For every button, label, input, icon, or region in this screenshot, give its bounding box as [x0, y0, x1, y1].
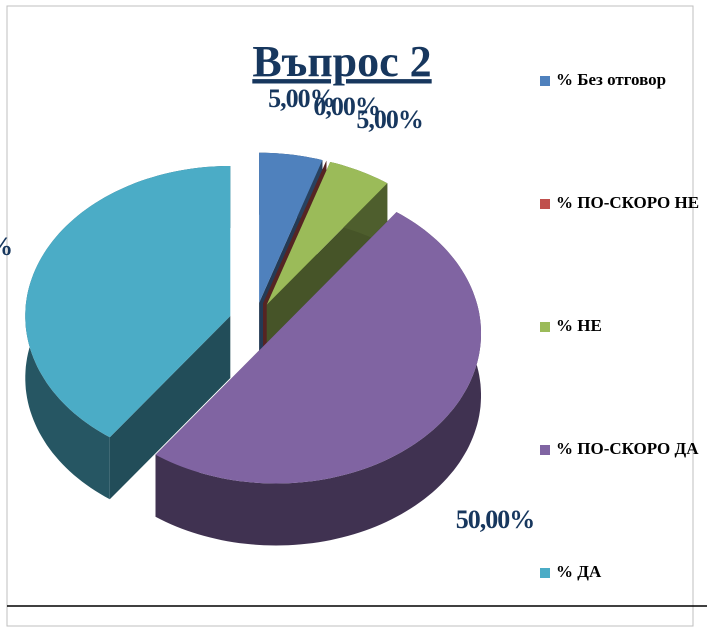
data-label: 50,00%	[456, 505, 535, 534]
legend-label: % ПО-СКОРО НЕ	[556, 193, 699, 212]
legend-label: % ДА	[556, 562, 602, 581]
data-label: 0,00%	[313, 92, 380, 121]
legend-swatch	[540, 445, 550, 455]
slice-top	[155, 212, 481, 484]
legend-label: % ПО-СКОРО ДА	[556, 439, 699, 458]
data-label: 5,00%	[268, 84, 335, 113]
slice-outer-wall	[155, 212, 481, 546]
slice-top	[259, 152, 323, 303]
legend-swatch	[540, 199, 550, 209]
pie-slice	[155, 212, 481, 546]
legend-label: % НЕ	[556, 316, 602, 335]
data-label: 40,00%	[0, 232, 12, 261]
legend-swatch	[540, 322, 550, 332]
data-label: 5,00%	[356, 105, 423, 134]
chart-title: Въпрос 2	[252, 37, 431, 86]
slice-radial-wall	[109, 316, 231, 500]
legend-swatch	[540, 568, 550, 578]
slice-top	[25, 166, 231, 438]
legend-swatch	[540, 76, 550, 86]
pie-slice	[25, 166, 231, 500]
legend-label: % Без отговор	[556, 70, 666, 89]
slice-top	[266, 162, 388, 305]
